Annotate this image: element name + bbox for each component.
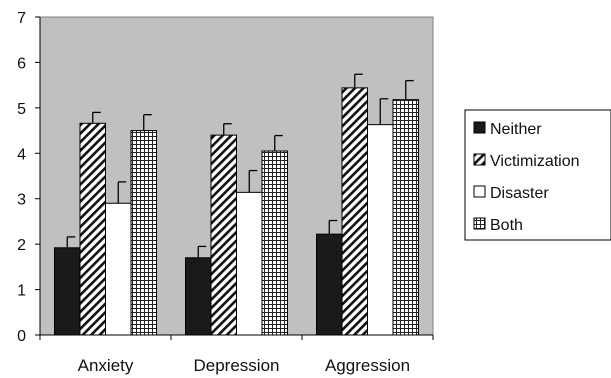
legend-label-neither: Neither (490, 121, 542, 138)
x-tick-label: Aggression (325, 356, 410, 375)
legend-swatch-both (473, 217, 486, 230)
bar-both-depression (261, 150, 288, 336)
y-tick-label: 3 (17, 192, 26, 209)
bar-disaster-anxiety (105, 202, 132, 336)
bar-disaster-depression (236, 191, 263, 336)
bar-both-aggression (392, 99, 419, 336)
x-axis: Anxiety Depression Aggression (39, 334, 434, 375)
y-tick-label: 6 (17, 55, 26, 72)
bar-victimization-aggression (341, 87, 368, 336)
legend-box (464, 109, 611, 241)
y-tick-label: 1 (17, 283, 26, 300)
bar-both-anxiety (130, 130, 157, 336)
legend-swatch-victimization (473, 153, 486, 166)
legend: Neither Victimization Disaster Both (464, 109, 611, 241)
bar-victimization-anxiety (79, 122, 106, 336)
x-tick-label: Depression (194, 356, 280, 375)
y-tick-label: 7 (17, 10, 26, 27)
x-tick-label: Anxiety (78, 356, 134, 375)
y-tick-label: 0 (17, 328, 26, 345)
y-tick-label: 2 (17, 237, 26, 254)
bar-neither-anxiety (54, 247, 81, 336)
legend-label-victimization: Victimization (490, 153, 580, 170)
y-tick-label: 5 (17, 101, 26, 118)
bar-neither-aggression (316, 233, 343, 336)
legend-swatch-neither (473, 121, 486, 134)
legend-label-disaster: Disaster (490, 185, 549, 202)
legend-swatch-disaster (473, 185, 486, 198)
y-axis: 0 1 2 3 4 5 6 7 (17, 10, 41, 345)
bar-victimization-depression (210, 134, 237, 336)
bar-neither-depression (185, 257, 212, 336)
y-tick-label: 4 (17, 146, 26, 163)
bars (54, 73, 419, 336)
bar-disaster-aggression (367, 124, 394, 336)
legend-label-both: Both (490, 217, 523, 234)
